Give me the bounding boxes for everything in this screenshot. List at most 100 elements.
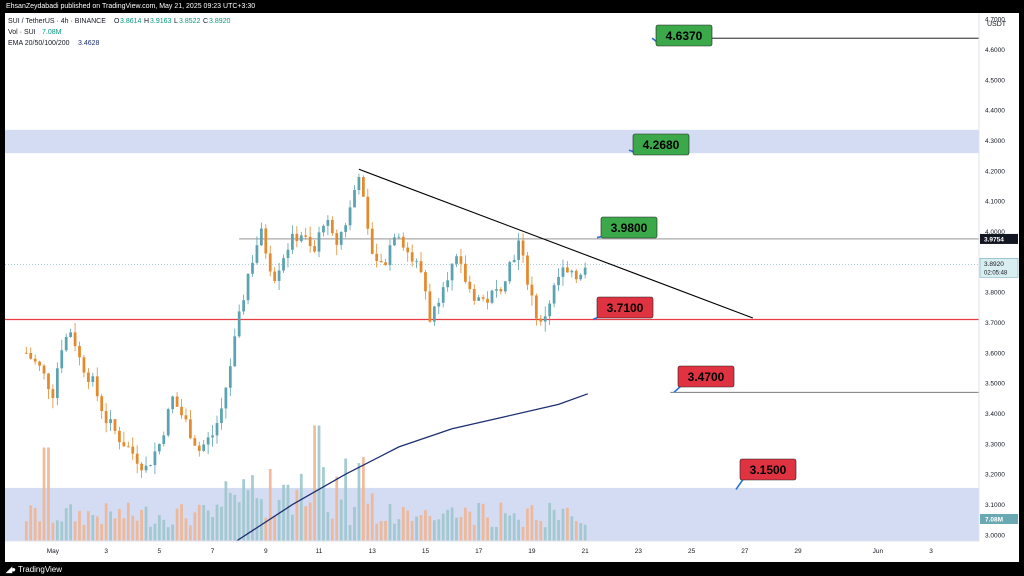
x-tick-label: 5	[158, 548, 162, 555]
candle-body	[246, 273, 250, 301]
candle-body	[126, 446, 130, 448]
volume-bar	[495, 527, 498, 541]
candle-body	[295, 233, 299, 242]
volume-bar	[344, 458, 348, 541]
x-tick-label: 9	[264, 548, 268, 555]
volume-bar	[313, 425, 316, 541]
volume-badge	[980, 514, 1018, 524]
volume-bar	[472, 525, 476, 541]
candle-body	[508, 262, 512, 282]
candle-body	[379, 261, 383, 263]
candle-body	[60, 350, 64, 369]
candle-body	[131, 446, 135, 454]
candle-body	[87, 372, 90, 382]
y-tick-label: 3.8000	[985, 290, 1005, 297]
candle-body	[464, 263, 467, 282]
candle-body	[144, 465, 148, 471]
volume-bar	[166, 527, 170, 541]
footer-brand-text: TradingView	[17, 565, 63, 574]
chart-canvas[interactable]: 4.6370 4.2680 3.9800 3.7100 3.4700 3.1500 3.0…	[5, 13, 1019, 562]
volume-bar	[357, 463, 361, 541]
candle-body	[24, 352, 28, 354]
volume-bar	[308, 502, 312, 541]
candle-body	[401, 236, 405, 248]
candle-body	[118, 430, 121, 443]
level-tag-text-4.2680: 4.2680	[643, 138, 680, 152]
last-price-badge	[979, 258, 1019, 278]
x-tick-label: Jun	[873, 548, 884, 555]
x-tick-label: 21	[582, 548, 590, 555]
volume-bar	[277, 499, 281, 541]
candle-body	[135, 453, 139, 464]
currency-label: USDT	[987, 21, 1007, 28]
volume-bar	[131, 515, 135, 541]
volume-bar	[574, 521, 578, 541]
volume-bar	[255, 498, 259, 541]
volume-bar	[73, 521, 77, 541]
candle-body	[259, 228, 263, 246]
candle-body	[521, 240, 525, 256]
candle-body	[366, 196, 370, 229]
level-tag-4.2680	[632, 133, 690, 156]
volume-bar	[246, 490, 250, 541]
volume-bar	[251, 475, 254, 541]
candle-body	[410, 252, 414, 262]
x-tick-label: 13	[369, 548, 377, 555]
volume-bar	[51, 522, 55, 541]
legend-open-label: O	[114, 18, 120, 25]
candle-body	[100, 396, 104, 412]
volume-bar	[521, 526, 525, 541]
volume-bar	[157, 515, 161, 541]
price-axis-bg	[979, 13, 1019, 562]
volume-bar	[126, 502, 130, 541]
x-tick-label: 11	[316, 548, 323, 555]
candle-body	[268, 253, 272, 272]
candle-body	[384, 262, 387, 266]
y-tick-label: 4.7000	[985, 17, 1005, 24]
level-tag-text-3.9800: 3.9800	[611, 221, 648, 235]
volume-bar	[379, 521, 383, 541]
candle-body	[397, 236, 401, 238]
legend-high-label: H	[144, 18, 149, 25]
candle-body	[233, 336, 237, 367]
candle-body	[47, 373, 50, 390]
candle-body	[574, 270, 578, 280]
candle-body	[273, 271, 277, 281]
volume-bar	[432, 520, 436, 541]
volume-bar	[410, 521, 414, 541]
descending-trendline	[358, 168, 753, 319]
volume-bar	[237, 502, 241, 541]
volume-bar	[375, 523, 379, 541]
x-tick-label: 25	[688, 548, 696, 555]
price-chart[interactable]: 4.6370 4.2680 3.9800 3.7100 3.4700 3.1500 3.0…	[5, 13, 1019, 562]
candle-body	[255, 245, 259, 263]
volume-bar	[206, 510, 210, 541]
x-tick-label: 23	[635, 548, 643, 555]
volume-bar	[388, 503, 392, 541]
candle-body	[122, 442, 126, 447]
volume-bar	[428, 516, 432, 541]
volume-bar	[29, 505, 33, 541]
candle-body	[477, 297, 481, 301]
volume-bar	[42, 447, 46, 541]
volume-bar	[184, 518, 188, 541]
volume-bar	[330, 518, 334, 541]
candle-body	[579, 274, 583, 280]
volume-bar	[326, 512, 330, 541]
candle-body	[557, 276, 560, 286]
volume-bar	[543, 527, 547, 541]
candle-body	[202, 444, 206, 451]
volume-bar	[220, 506, 223, 541]
legend-vol: 7.08M	[42, 29, 62, 36]
candle-body	[353, 189, 356, 208]
footer-brand: ◢● TradingView	[6, 563, 62, 576]
candle-body	[543, 316, 547, 322]
volume-bar	[339, 499, 343, 541]
volume-bar	[162, 519, 166, 541]
legend-symbol: SUI / TetherUS · 4h · BINANCE	[8, 18, 106, 25]
volume-bar	[317, 425, 321, 541]
candle-body	[220, 408, 223, 424]
volume-bar	[175, 508, 179, 541]
volume-bar	[113, 518, 117, 541]
volume-bar	[228, 492, 232, 541]
